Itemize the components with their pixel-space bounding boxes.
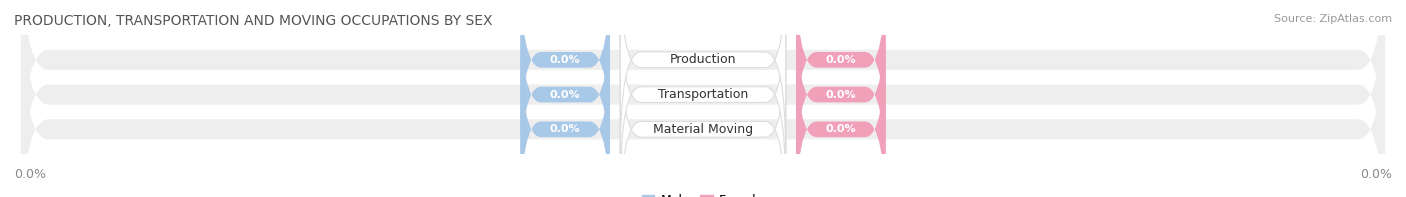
Text: 0.0%: 0.0% [825, 124, 856, 134]
FancyBboxPatch shape [796, 33, 886, 197]
Legend: Male, Female: Male, Female [637, 190, 769, 197]
Text: 0.0%: 0.0% [550, 55, 581, 65]
FancyBboxPatch shape [21, 0, 1385, 197]
FancyBboxPatch shape [520, 33, 610, 197]
Text: 0.0%: 0.0% [550, 124, 581, 134]
FancyBboxPatch shape [21, 0, 1385, 189]
Text: Production: Production [669, 53, 737, 66]
FancyBboxPatch shape [796, 0, 886, 191]
Text: Source: ZipAtlas.com: Source: ZipAtlas.com [1274, 14, 1392, 24]
FancyBboxPatch shape [620, 0, 786, 156]
FancyBboxPatch shape [520, 0, 610, 156]
Text: 0.0%: 0.0% [1360, 168, 1392, 181]
FancyBboxPatch shape [620, 33, 786, 197]
Text: 0.0%: 0.0% [14, 168, 46, 181]
FancyBboxPatch shape [620, 0, 786, 191]
Text: Transportation: Transportation [658, 88, 748, 101]
Text: 0.0%: 0.0% [825, 55, 856, 65]
FancyBboxPatch shape [796, 0, 886, 156]
Text: Material Moving: Material Moving [652, 123, 754, 136]
Text: 0.0%: 0.0% [550, 90, 581, 99]
Text: PRODUCTION, TRANSPORTATION AND MOVING OCCUPATIONS BY SEX: PRODUCTION, TRANSPORTATION AND MOVING OC… [14, 14, 492, 28]
FancyBboxPatch shape [520, 0, 610, 191]
Text: 0.0%: 0.0% [825, 90, 856, 99]
FancyBboxPatch shape [21, 0, 1385, 197]
